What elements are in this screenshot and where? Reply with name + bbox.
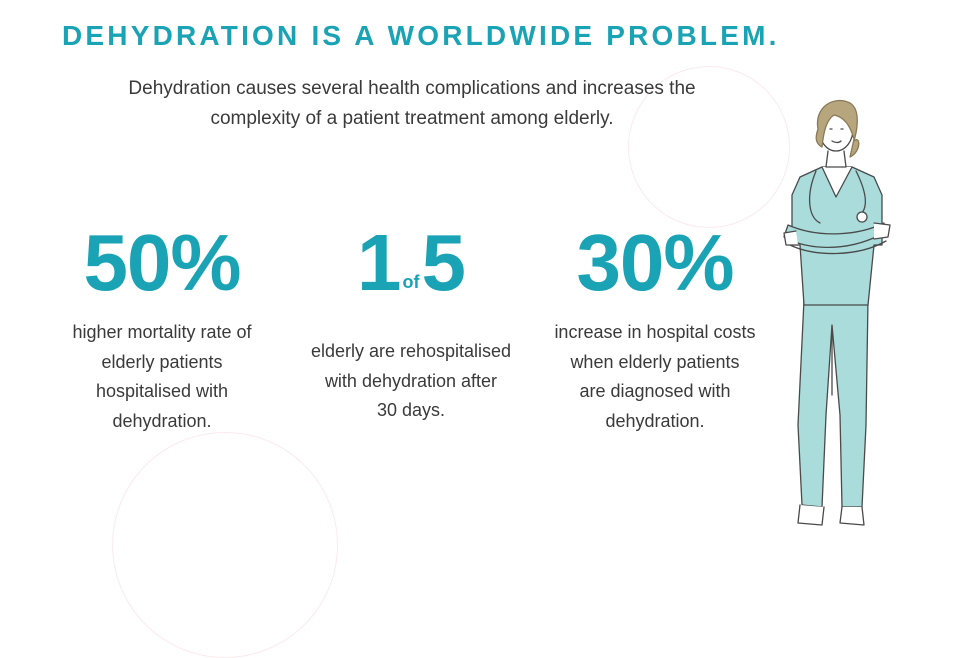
stat-description-line: with dehydration after [324,370,498,391]
stat-value: 1 of5 [296,218,526,327]
decorative-circle-bottom [112,432,338,658]
stat-value: 50% [83,218,241,307]
stat-description-line: when elderly patients [570,351,740,372]
stat-description-line: dehydration. [605,410,705,431]
decorative-circle-top [628,66,790,228]
stat-description-line: elderly patients [101,351,223,372]
stat-mortality: 50% higher mortality rate of elderly pat… [52,218,272,436]
subtitle-line-2: complexity of a patient treatment among … [210,108,614,129]
stat-description: increase in hospital costs when elderly … [540,318,770,436]
stat-hospital-costs: 30% increase in hospital costs when elde… [540,218,770,436]
stat-description-line: 30 days. [376,400,446,420]
nurse-illustration [783,99,891,526]
stat-description: elderly are rehospitalised with dehydrat… [296,337,526,426]
stat-description-line: higher mortality rate of [72,322,252,342]
stat-description-line: are diagnosed with [579,381,731,401]
stat-value-of: of [402,272,420,292]
page-title: DEHYDRATION IS A WORLDWIDE PROBLEM. [62,20,780,51]
stat-description-line: dehydration. [112,410,212,431]
stat-value-denominator: 5 [421,218,466,307]
stat-value: 30% [576,218,734,307]
subtitle-line-1: Dehydration causes several health compli… [128,78,696,99]
stat-description-line: elderly are rehospitalised [310,341,512,361]
stat-rehospitalised: 1 of5 elderly are rehospitalised with deh… [296,218,526,426]
stat-description: higher mortality rate of elderly patient… [52,318,272,436]
stat-description-line: hospitalised with [95,381,229,401]
stat-description-line: increase in hospital costs [554,322,756,342]
stat-value-numerator: 1 [357,218,401,307]
subtitle: Dehydration causes several health compli… [96,74,728,134]
